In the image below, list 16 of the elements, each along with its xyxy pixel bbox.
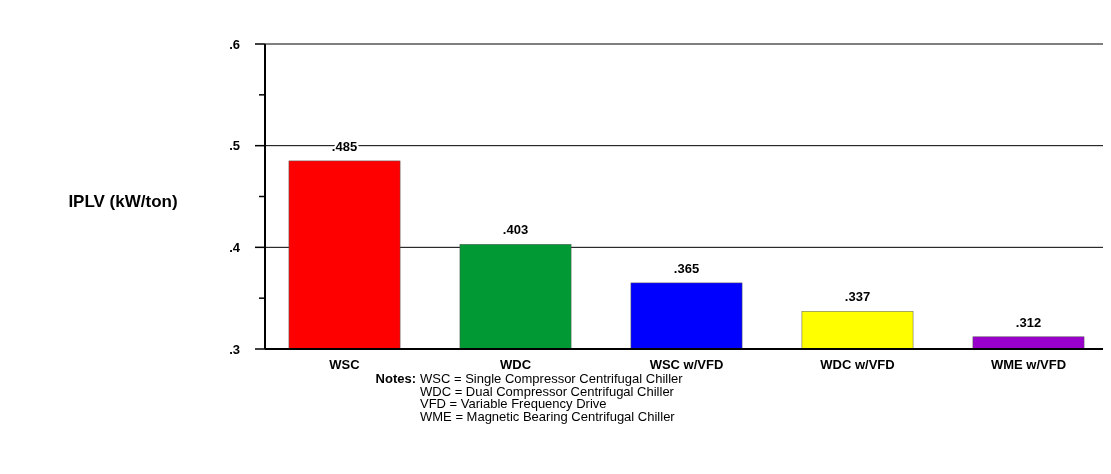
x-tick-label: WSC w/VFD xyxy=(649,357,724,372)
y-tick-label: .5 xyxy=(229,138,240,154)
y-axis-title: IPLV (kW/ton) xyxy=(68,191,178,211)
data-label: .403 xyxy=(502,222,529,238)
x-tick-label: WME w/VFD xyxy=(990,357,1067,372)
x-tick-label: WDC xyxy=(499,357,532,372)
data-label: .337 xyxy=(844,289,871,305)
x-tick-label: WSC xyxy=(329,357,361,372)
y-tick-label: .3 xyxy=(229,341,240,357)
y-tick-label: .4 xyxy=(229,239,241,255)
data-label: .365 xyxy=(673,260,700,276)
text: WSC = Single Compressor Centrifugal Chiller xyxy=(420,371,684,386)
data-label: .312 xyxy=(1015,314,1042,330)
text: Notes: xyxy=(375,371,416,386)
x-tick-label: WDC w/VFD xyxy=(820,357,895,372)
y-tick-label: .6 xyxy=(229,36,240,52)
